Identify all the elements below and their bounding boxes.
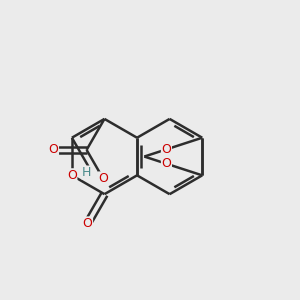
Text: O: O (161, 143, 171, 156)
Text: H: H (82, 166, 92, 179)
Text: O: O (82, 217, 92, 230)
Text: O: O (49, 143, 58, 156)
Text: O: O (161, 157, 171, 170)
Text: O: O (98, 172, 108, 185)
Text: O: O (67, 169, 77, 182)
